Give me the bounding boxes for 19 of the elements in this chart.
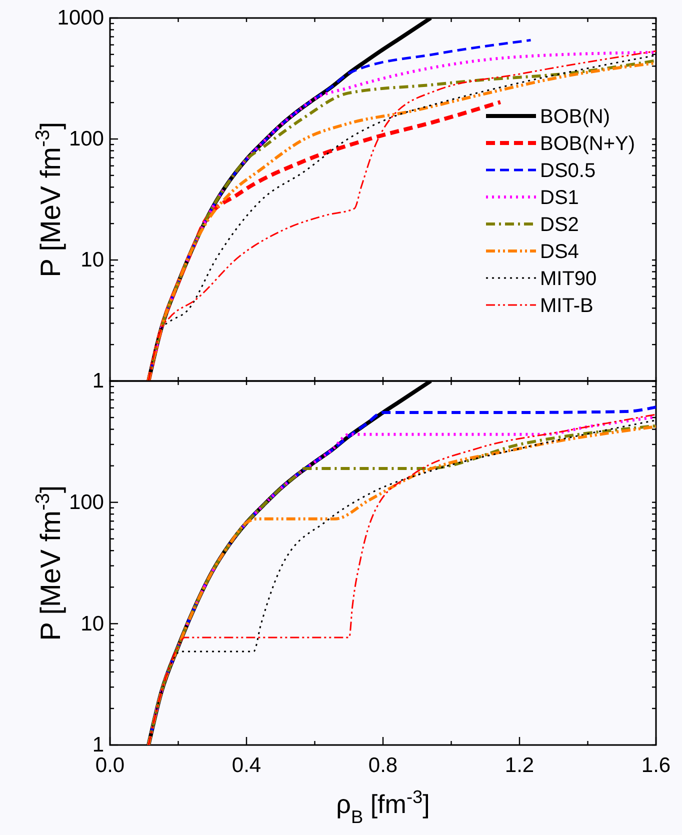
legend-label: DS1 [540,187,579,209]
legend-label: BOB(N+Y) [540,133,636,155]
legend-label: DS0.5 [540,160,596,182]
x-tick-label: 0.8 [368,754,398,777]
y-tick-label: 1 [92,370,104,393]
x-tick-label: 0.4 [232,754,262,777]
y-tick-label: 10 [80,248,104,272]
legend-label: DS4 [540,241,579,263]
x-tick-label: 1.6 [641,754,671,777]
legend-label: DS2 [540,214,579,236]
y-tick-label: 100 [68,491,104,514]
y-tick-label: 100 [68,128,104,151]
x-axis-title: ρ$_{B}$ [fm$^{-3}$] [336,787,430,827]
legend-label: MIT-B [540,295,594,317]
y-tick-label: 10 [80,612,104,636]
x-tick-label: 1.2 [504,754,534,777]
y-tick-label: 1000 [57,6,104,30]
legend-label: BOB(N) [540,106,610,128]
legend-label: MIT90 [540,268,597,290]
